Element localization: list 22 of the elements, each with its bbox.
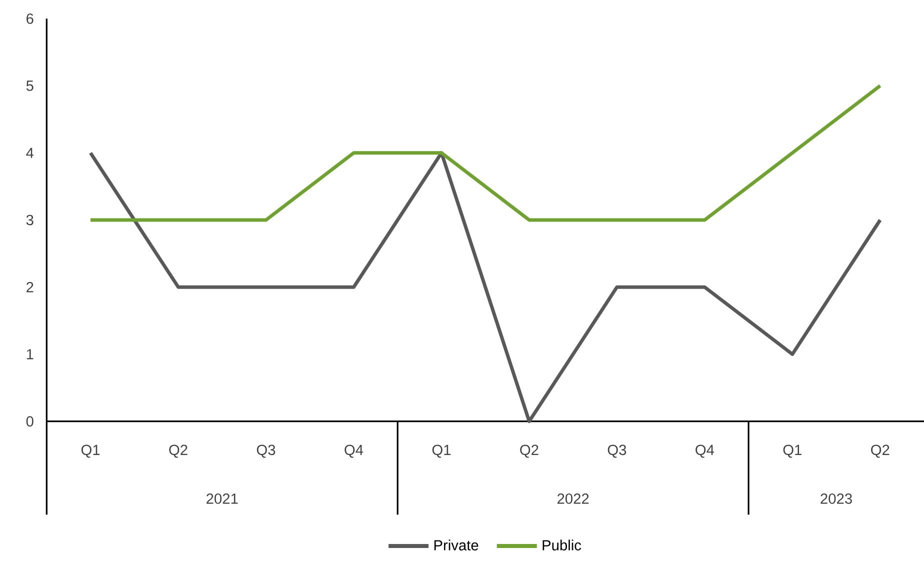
x-tick-label: Q3 [608, 444, 626, 458]
y-tick-label: 4 [26, 148, 34, 158]
x-tick-label: Q2 [520, 444, 538, 458]
legend-label: Private [434, 540, 478, 550]
y-tick-label: 5 [26, 80, 34, 91]
x-tick-label: Q1 [783, 444, 802, 458]
x-tick-label: Q4 [696, 444, 714, 458]
x-tick-label: Q2 [871, 444, 890, 458]
y-tick-label: 3 [26, 214, 34, 226]
x-tick-label: Q1 [432, 444, 451, 458]
text: 2022 [557, 493, 589, 504]
x-tick-label: Q1 [81, 444, 100, 458]
x-tick-label: Q3 [256, 444, 276, 458]
x-tick-label: Q2 [169, 444, 188, 458]
y-tick-label: 0 [26, 416, 34, 427]
text: 2023 [820, 493, 852, 504]
x-tick-label: Q4 [344, 444, 364, 458]
y-tick-label: 1 [26, 349, 34, 360]
y-tick-label: 6 [26, 13, 34, 24]
legend-label: Public [542, 540, 582, 550]
text: 2021 [206, 493, 238, 504]
y-tick-label: 2 [26, 282, 34, 292]
